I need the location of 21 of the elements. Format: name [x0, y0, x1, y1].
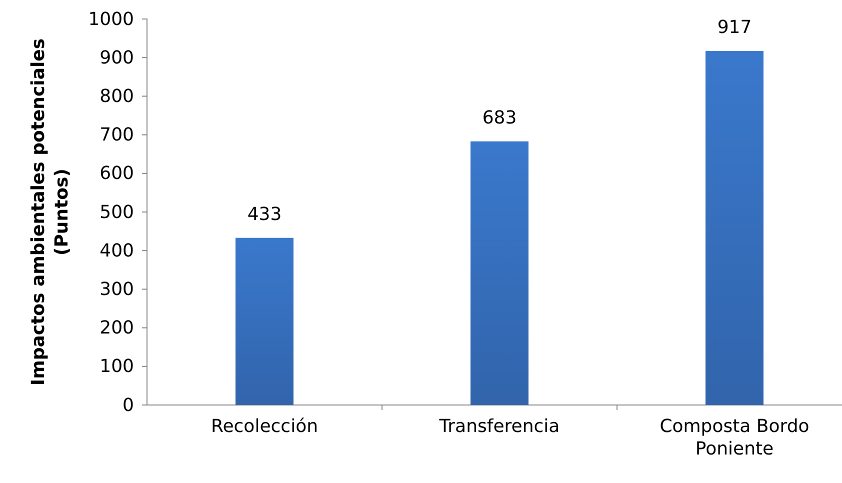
data-label: 683 [482, 107, 517, 128]
y-tick-label: 200 [100, 318, 134, 339]
bar [470, 141, 528, 405]
y-tick-label: 600 [100, 163, 134, 184]
x-tick-label: Recolección [211, 416, 318, 437]
y-tick-label: 400 [100, 240, 134, 262]
y-tick-label: 500 [100, 202, 134, 223]
bar [706, 51, 764, 405]
bar [236, 238, 294, 405]
y-tick-label: 800 [100, 86, 134, 107]
y-axis-title: Impactos ambientales potenciales (Puntos) [28, 38, 72, 386]
y-tick-label: 900 [100, 47, 134, 68]
y-tick-label: 1000 [88, 8, 134, 30]
data-label: 917 [717, 17, 752, 38]
x-tick-label: Transferencia [438, 416, 560, 437]
y-tick-label: 100 [100, 356, 134, 378]
y-tick-label: 300 [100, 278, 134, 300]
x-tick-label: Composta Bordo Poniente [660, 416, 810, 460]
data-label: 433 [247, 204, 282, 225]
y-tick-label: 700 [100, 124, 134, 146]
y-tick-label: 0 [122, 394, 134, 416]
